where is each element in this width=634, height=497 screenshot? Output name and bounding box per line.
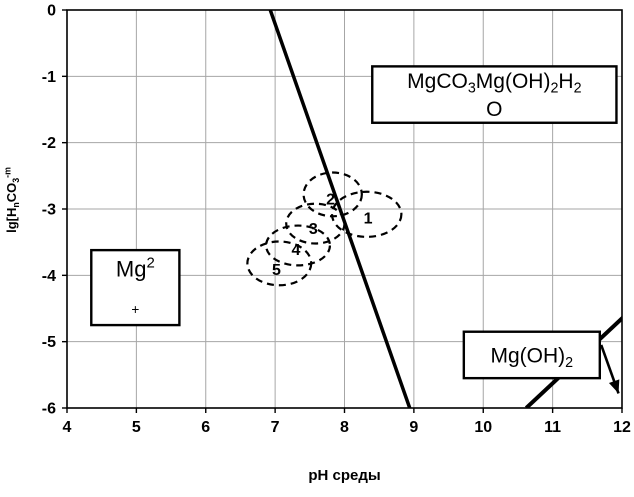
region-mgoh2-label: Mg(OH)2 [491,344,574,371]
ellipse-label-3: 3 [309,221,318,238]
region-mg2plus-box [90,248,181,327]
y-tick-label: -4 [42,268,56,285]
region-mg2plus-label: + [131,302,139,317]
y-tick-label: -5 [42,334,56,351]
x-tick-label: 5 [132,419,141,436]
main-boundary-line [268,10,412,408]
x-tick-label: 9 [409,419,418,436]
x-tick-label: 7 [271,419,280,436]
y-tick-label: 0 [47,3,56,20]
arrowhead-icon [608,379,620,394]
ellipse-label-5: 5 [272,262,281,279]
x-tick-label: 12 [613,419,631,436]
y-tick-label: -2 [42,135,56,152]
sample-ellipse-5 [246,240,313,287]
y-axis-title: lg[HnCO3-m [3,167,21,233]
annotation-arrow [599,344,620,394]
y-tick-label: -6 [42,401,56,418]
ellipse-label-1: 1 [364,210,373,227]
region-mgco3-mgoh2-h2o-label: MgCO3Mg(OH)2H2 [407,70,581,97]
sample-ellipse-2 [302,171,363,218]
y-tick-label: -3 [42,202,56,219]
ellipse-label-4: 4 [291,242,300,259]
ellipse-label-2: 2 [326,192,335,209]
x-tick-label: 10 [474,419,492,436]
region-mg2plus: Mg2 + [90,248,181,327]
region-mg2plus-label: Mg2 [116,254,155,281]
region-mgoh2: Mg(OH)2 [462,330,602,380]
x-tick-label: 8 [340,419,349,436]
y-tick-label: -1 [42,69,56,86]
region-mgco3-mgoh2-h2o-box [371,65,618,124]
region-mgoh2-box [462,330,602,380]
sample-ellipse-1 [330,190,403,238]
sample-ellipse-4 [265,224,332,267]
x-axis-title: pH среды [308,467,380,484]
region-mgco3-mgoh2-h2o-label: O [486,98,502,121]
x-tick-label: 11 [544,419,561,436]
x-tick-label: 6 [201,419,210,436]
x-tick-label: 4 [63,419,72,436]
sample-ellipse-3 [285,202,346,245]
